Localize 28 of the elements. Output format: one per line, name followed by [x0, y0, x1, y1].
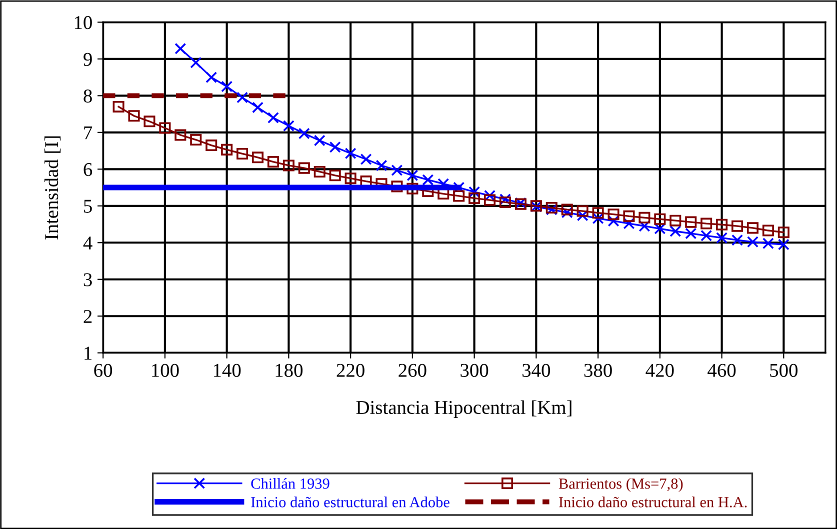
y-tick-label: 1 — [84, 346, 92, 360]
x-tick-label: 220 — [336, 364, 364, 377]
y-tick-label: 4 — [83, 236, 92, 250]
x-tick-label: 500 — [770, 364, 798, 377]
text: Inicio daño estructural en Adobe — [251, 496, 450, 508]
x-tick-label: 460 — [708, 364, 736, 377]
y-tick-label: 9 — [84, 52, 92, 66]
x-tick-label: 60 — [94, 364, 112, 377]
y-tick-label: 2 — [84, 310, 92, 323]
x-tick-label: 260 — [398, 364, 426, 377]
y-tick-label: 8 — [84, 90, 92, 103]
y-axis-title: Intensidad [I] — [44, 136, 61, 240]
text: Barrientos (Ms=7,8) — [558, 478, 683, 492]
x-axis-title: Distancia Hipocentral [Km] — [356, 400, 572, 418]
y-tick-label: 5 — [84, 200, 92, 213]
x-tick-label: 420 — [646, 364, 674, 377]
x-tick-label: 180 — [276, 364, 303, 377]
x-tick-label: 300 — [460, 364, 488, 377]
x-tick-label: 140 — [214, 364, 241, 377]
x-tick-label: 380 — [584, 364, 612, 377]
x-tick-label: 340 — [522, 364, 550, 377]
y-tick-label: 7 — [84, 126, 92, 140]
y-tick-label: 10 — [74, 16, 92, 30]
x-tick-label: 100 — [152, 364, 179, 377]
text: Inicio daño estructural en H.A. — [559, 496, 747, 508]
y-tick-label: 6 — [84, 163, 92, 176]
text: Chillán 1939 — [251, 478, 330, 489]
y-tick-label: 3 — [84, 273, 92, 286]
